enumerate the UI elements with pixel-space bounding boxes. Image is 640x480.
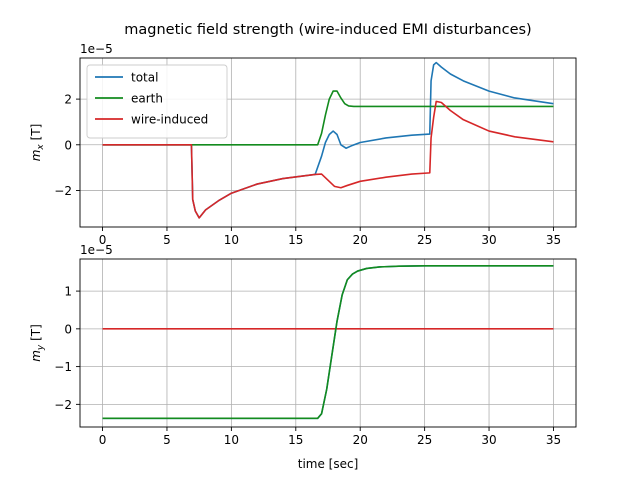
y-tick-label: −2 bbox=[54, 398, 72, 412]
y-axis-label: mx [T] bbox=[29, 124, 46, 162]
x-tick-label: 25 bbox=[417, 433, 432, 447]
subplot-2: 0 5 10 15 20 25 30 35 −2 −1 0 1 1e−5 my [T] time [sec] bbox=[29, 243, 577, 471]
series-line-wire-induced bbox=[102, 100, 554, 219]
x-tick-label: 30 bbox=[481, 233, 496, 247]
y-axis-label: my [T] bbox=[29, 324, 46, 362]
x-tick-label: 15 bbox=[288, 433, 303, 447]
y-axis-label-subscript: y bbox=[36, 344, 46, 351]
y-offset-text: 1e−5 bbox=[80, 243, 113, 257]
x-tick-label: 10 bbox=[224, 233, 239, 247]
y-offset-text: 1e−5 bbox=[80, 42, 113, 56]
axes-frame bbox=[79, 258, 577, 428]
y-axis-label-symbol: m bbox=[29, 350, 43, 362]
y-tick-label: −1 bbox=[54, 360, 72, 374]
x-tick-label: 25 bbox=[417, 233, 432, 247]
legend: total earth wire-induced bbox=[86, 64, 228, 139]
y-tick-label: 0 bbox=[64, 322, 72, 336]
axes-frame bbox=[79, 57, 577, 228]
x-tick-label: 20 bbox=[353, 233, 368, 247]
x-tick-label: 5 bbox=[163, 433, 171, 447]
y-tick-label: 0 bbox=[64, 138, 72, 152]
y-axis-label-unit: [T] bbox=[29, 124, 43, 145]
x-tick-label: 0 bbox=[99, 233, 107, 247]
series-line-earth bbox=[102, 90, 554, 146]
y-tick-label: 2 bbox=[64, 93, 72, 107]
legend-label: earth bbox=[131, 92, 163, 106]
x-axis-label: time [sec] bbox=[298, 457, 359, 471]
y-axis-label-subscript: x bbox=[36, 144, 46, 151]
series-group bbox=[102, 61, 554, 219]
y-axis-label-symbol: m bbox=[29, 150, 43, 162]
x-tick-label: 15 bbox=[288, 233, 303, 247]
x-tick-label: 30 bbox=[481, 433, 496, 447]
y-tick-label: 1 bbox=[64, 285, 72, 299]
series-group bbox=[102, 264, 554, 420]
x-tick-label: 35 bbox=[546, 433, 561, 447]
x-tick-label: 5 bbox=[163, 233, 171, 247]
series-line-earth bbox=[102, 264, 554, 420]
x-tick-label: 20 bbox=[353, 433, 368, 447]
subplot-1: 0 5 10 15 20 25 30 35 −2 0 2 1e−5 mx [T] total earth wi… bbox=[29, 42, 577, 247]
legend-label: total bbox=[131, 71, 158, 85]
figure-title: magnetic field strength (wire-induced EM… bbox=[124, 22, 531, 38]
x-tick-label: 35 bbox=[546, 233, 561, 247]
legend-label: wire-induced bbox=[131, 113, 208, 127]
y-tick-label: −2 bbox=[54, 184, 72, 198]
x-tick-label: 0 bbox=[99, 433, 107, 447]
x-tick-label: 10 bbox=[224, 433, 239, 447]
y-axis-label-unit: [T] bbox=[29, 324, 43, 345]
